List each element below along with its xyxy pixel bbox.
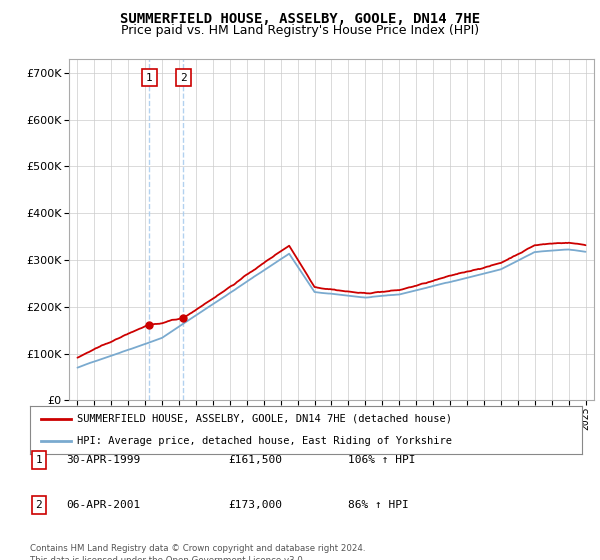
- Text: 86% ↑ HPI: 86% ↑ HPI: [348, 500, 409, 510]
- Text: 06-APR-2001: 06-APR-2001: [66, 500, 140, 510]
- Text: £173,000: £173,000: [228, 500, 282, 510]
- Text: 2: 2: [35, 500, 43, 510]
- Text: HPI: Average price, detached house, East Riding of Yorkshire: HPI: Average price, detached house, East…: [77, 436, 452, 446]
- Text: Price paid vs. HM Land Registry's House Price Index (HPI): Price paid vs. HM Land Registry's House …: [121, 24, 479, 36]
- Text: 106% ↑ HPI: 106% ↑ HPI: [348, 455, 415, 465]
- Text: SUMMERFIELD HOUSE, ASSELBY, GOOLE, DN14 7HE (detached house): SUMMERFIELD HOUSE, ASSELBY, GOOLE, DN14 …: [77, 414, 452, 424]
- Text: 30-APR-1999: 30-APR-1999: [66, 455, 140, 465]
- Text: £161,500: £161,500: [228, 455, 282, 465]
- Text: Contains HM Land Registry data © Crown copyright and database right 2024.
This d: Contains HM Land Registry data © Crown c…: [30, 544, 365, 560]
- Text: 1: 1: [35, 455, 43, 465]
- Text: 1: 1: [146, 72, 153, 82]
- Text: 2: 2: [180, 72, 187, 82]
- Text: SUMMERFIELD HOUSE, ASSELBY, GOOLE, DN14 7HE: SUMMERFIELD HOUSE, ASSELBY, GOOLE, DN14 …: [120, 12, 480, 26]
